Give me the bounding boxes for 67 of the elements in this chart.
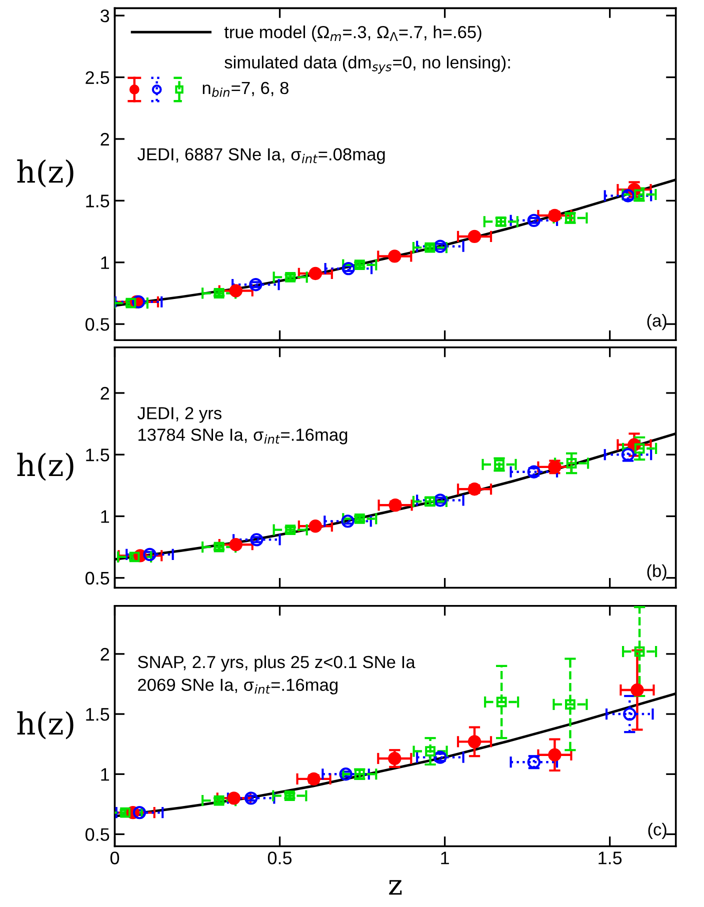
y-tick-label: 2 [100,132,109,146]
y-axis-title: h(z) [17,711,74,740]
legend-label: true model (Ω$_{m}$=.3, Ω$_{Λ}$=.7, h=.65) [224,26,482,42]
annotation: (c) [648,822,666,840]
point [623,707,636,721]
y-tick-label: 1 [101,768,110,781]
annotation: SNAP, 2.7 yrs, plus 25 z<0.1 SNe Ia [138,655,416,672]
point [468,735,482,748]
point [496,696,507,708]
y-tick-label: 0.5 [86,572,110,585]
y-tick-label: 1.5 [86,448,110,462]
point [468,230,482,244]
point [229,538,242,552]
point [339,768,352,781]
point [388,250,402,263]
point [229,284,242,298]
point [527,214,541,228]
y-tick-label: 0.5 [86,828,110,841]
y-tick-label: 2 [100,386,109,400]
annotation: (a) [647,314,666,330]
point [285,272,296,282]
point [566,458,577,468]
x-tick-label: 0.5 [268,852,292,864]
y-tick-label: 2 [100,648,109,660]
y-tick-label: 0.5 [86,318,110,331]
point [129,552,140,562]
y-tick-label: 1.5 [86,194,110,208]
y-tick-label: 1.5 [86,708,110,721]
point [132,806,146,820]
annotation: simulated data (dm$_{sys}$=0, no lensing): [224,56,510,74]
point [308,266,322,280]
point [548,748,562,762]
point [143,548,156,562]
point [308,520,322,533]
point [249,278,262,292]
point [565,699,576,710]
point [434,494,447,507]
y-tick-label: 3 [100,10,110,22]
point [634,646,645,657]
y-tick-label: 1 [101,510,110,523]
annotation: (b) [647,564,666,581]
y-axis-title: h(z) [17,159,74,188]
annotation: 2069 SNe Ia, σ$_{int}$=.16mag [138,678,338,694]
point [630,683,644,697]
point [120,807,131,818]
x-axis-title: z [389,880,402,895]
annotation: JEDI, 2 yrs [137,407,222,423]
point [244,792,258,805]
point [354,260,365,270]
point [227,792,240,805]
x-tick-label: 1.5 [598,852,622,864]
point [342,262,356,276]
y-tick-label: 1 [101,256,110,269]
point [250,533,264,546]
point [214,795,224,806]
point [425,746,436,756]
point [434,240,447,253]
x-tick-label: 1 [441,852,449,864]
y-axis-title: h(z) [17,452,74,481]
annotation: JEDI, 6887 SNe Ia, σ$_{int}$=.08mag [137,148,385,164]
x-tick-label: 0 [110,852,120,864]
point [634,443,645,454]
point [388,752,402,766]
annotation: 13784 SNe Ia, σ$_{int}$=.16mag [138,428,348,444]
point [341,514,354,528]
annotation: n$_{bin}$=7, 6, 8 [202,82,288,97]
y-tick-label: 2.5 [86,71,110,84]
